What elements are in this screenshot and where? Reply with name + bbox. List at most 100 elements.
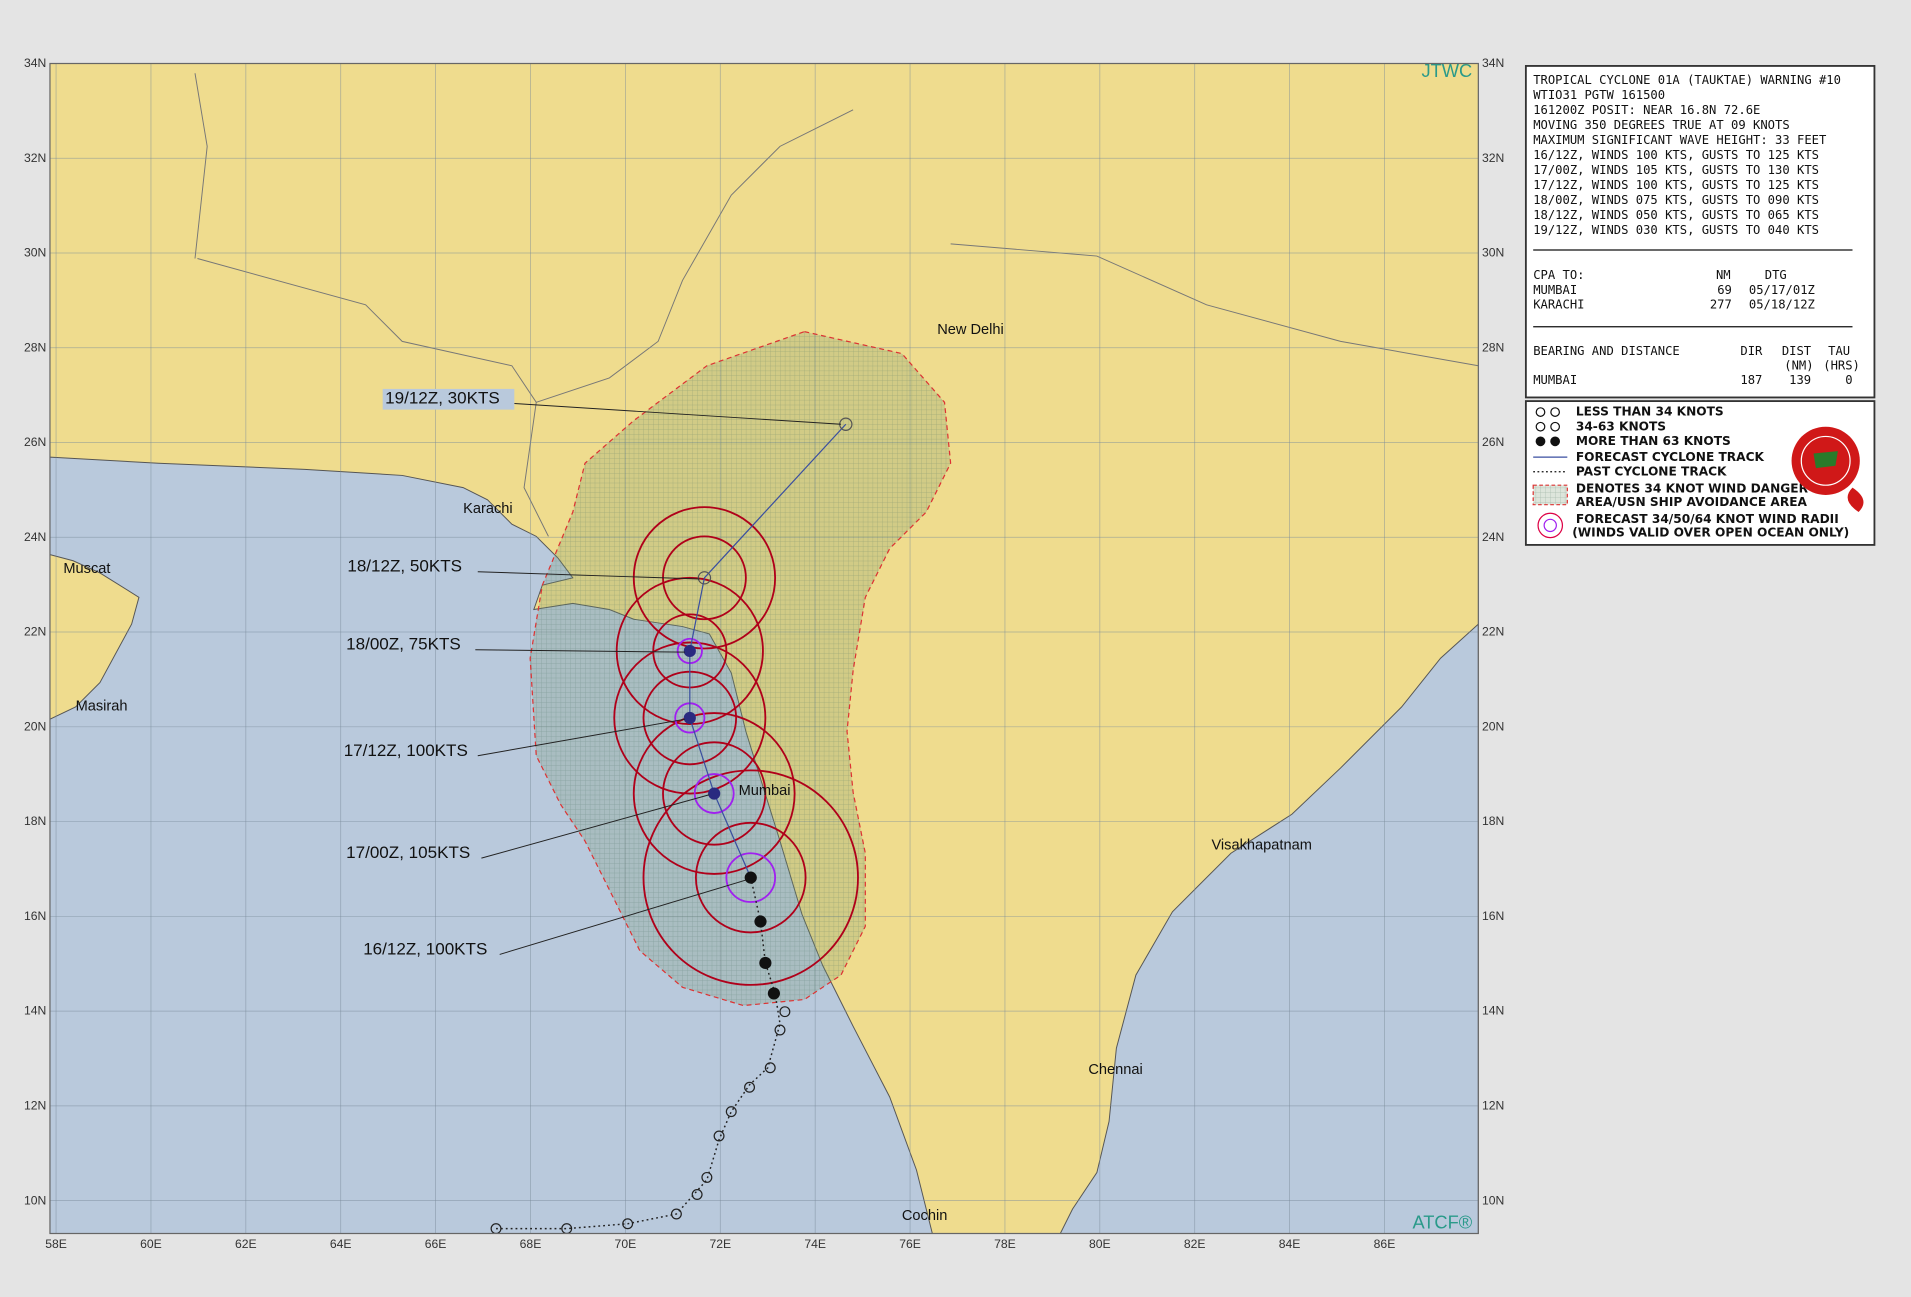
legend-entry: DENOTES 34 KNOT WIND DANGER [1576,482,1809,496]
cpa-cell: MUMBAI [1533,283,1577,297]
bearing-cell: 139 [1789,373,1811,387]
lon-label: 86E [1374,1237,1396,1251]
bearing-cell: 187 [1740,373,1762,387]
lat-label: 10N [1482,1193,1504,1207]
panel-line: 18/00Z, WINDS 075 KTS, GUSTS TO 090 KTS [1533,193,1819,207]
lon-label: 68E [520,1237,542,1251]
map: 19/12Z, 30KTS 18/12Z, 50KTS 18/00Z, 75KT… [49,60,1479,1234]
lat-label: 10N [24,1193,46,1207]
lat-label: 30N [1482,246,1504,260]
panel-line: 17/12Z, WINDS 100 KTS, GUSTS TO 125 KTS [1533,178,1819,192]
bearing-cell: MUMBAI [1533,373,1577,387]
forecast-label: 17/00Z, 105KTS [346,843,470,862]
lat-label: 32N [1482,151,1504,165]
lon-label: 70E [615,1237,637,1251]
past-strong [754,915,780,1000]
lon-label: 62E [235,1237,257,1251]
city: Visakhapatnam [1211,838,1311,854]
panel-line: WTIO31 PGTW 161500 [1533,88,1665,102]
lat-label: 16N [1482,909,1504,923]
bearing-subheader: (HRS) [1823,358,1860,372]
lat-label: 34N [24,56,46,70]
forecast-label: 18/12Z, 50KTS [347,557,462,576]
cpa-cell: KARACHI [1533,297,1584,311]
lat-label: 24N [24,530,46,544]
legend-symbols [1532,407,1568,539]
city: Masirah [76,699,128,715]
bearing-subheader: (NM) [1784,358,1813,372]
forecast-label: 16/12Z, 100KTS [363,939,487,958]
lat-label: 14N [1482,1004,1504,1018]
lat-label: 12N [1482,1098,1504,1112]
lon-label: 72E [709,1237,731,1251]
lon-label: 76E [899,1237,921,1251]
lat-label: 34N [1482,56,1504,70]
panel-line: 17/00Z, WINDS 105 KTS, GUSTS TO 130 KTS [1533,163,1819,177]
cpa-header: DTG [1765,268,1787,282]
legend-entry: FORECAST 34/50/64 KNOT WIND RADII [1576,512,1839,526]
lat-label: 18N [1482,814,1504,828]
map-frame [49,62,1479,1235]
forecast-label: 19/12Z, 30KTS [385,389,500,408]
lon-label: 78E [994,1237,1016,1251]
lat-label: 20N [1482,719,1504,733]
bearing-cell: 0 [1845,373,1852,387]
city: Karachi [463,501,513,517]
cpa-cell: 69 [1717,283,1732,297]
lat-label: 18N [24,814,46,828]
lon-label: 74E [804,1237,826,1251]
lon-label: 80E [1089,1237,1111,1251]
lat-label: 22N [1482,625,1504,639]
legend-entry: 34-63 KNOTS [1576,419,1666,433]
bearing-header: DIST [1782,344,1812,358]
bearing-header: TAU [1828,344,1850,358]
leader-lines [475,403,841,955]
lat-label: 22N [24,625,46,639]
lat-label: 24N [1482,530,1504,544]
forecast-positions [683,417,853,884]
forecast-label: 17/12Z, 100KTS [344,741,468,760]
lat-label: 32N [24,151,46,165]
lon-label: 64E [330,1237,352,1251]
panel-line: MOVING 350 DEGREES TRUE AT 09 KNOTS [1533,118,1789,132]
past-positions [490,1006,791,1234]
cpa-cell: 05/17/01Z [1749,283,1815,297]
lon-label: 58E [45,1237,67,1251]
lat-label: 30N [24,246,46,260]
lat-label: 28N [24,340,46,354]
city: Muscat [63,561,110,577]
footer: ATCF® [1412,1212,1472,1233]
legend-entry: (WINDS VALID OVER OPEN OCEAN ONLY) [1572,525,1849,539]
lat-label: 16N [24,909,46,923]
cpa-header: CPA TO: [1533,268,1584,282]
lat-label: 12N [24,1098,46,1112]
lon-label: 66E [425,1237,447,1251]
cpa-cell: 277 [1710,297,1732,311]
legend-entry: FORECAST CYCLONE TRACK [1576,450,1765,464]
info-panel: TROPICAL CYCLONE 01A (TAUKTAE) WARNING #… [1524,65,1876,399]
legend-entry: PAST CYCLONE TRACK [1576,464,1727,478]
legend-entry: MORE THAN 63 KNOTS [1576,434,1731,448]
panel-line: 161200Z POSIT: NEAR 16.8N 72.6E [1533,103,1760,117]
city: Chennai [1088,1062,1142,1078]
panel-line: MAXIMUM SIGNIFICANT WAVE HEIGHT: 33 FEET [1533,133,1827,147]
bearing-header: BEARING AND DISTANCE [1533,344,1680,358]
panel-line: TROPICAL CYCLONE 01A (TAUKTAE) WARNING #… [1533,73,1841,87]
panel-box [1524,65,1876,399]
cpa-cell: 05/18/12Z [1749,297,1815,311]
lat-label: 26N [24,435,46,449]
agency: JTWC [1422,60,1473,81]
legend-entry: AREA/USN SHIP AVOIDANCE AREA [1576,495,1808,509]
cities: New Delhi Karachi Muscat Masirah Mumbai … [63,322,1312,1224]
city: Mumbai [739,783,791,799]
lon-label: 82E [1184,1237,1206,1251]
lon-label: 84E [1279,1237,1301,1251]
forecast-track [689,423,847,878]
panel-line: 19/12Z, WINDS 030 KTS, GUSTS TO 040 KTS [1533,223,1819,237]
panel-line: 18/12Z, WINDS 050 KTS, GUSTS TO 065 KTS [1533,208,1819,222]
forecast-labels: 19/12Z, 30KTS 18/12Z, 50KTS 18/00Z, 75KT… [344,389,500,959]
cpa-header: NM [1716,268,1731,282]
forecast-label: 18/00Z, 75KTS [346,635,461,654]
legend-entry: LESS THAN 34 KNOTS [1576,405,1724,419]
